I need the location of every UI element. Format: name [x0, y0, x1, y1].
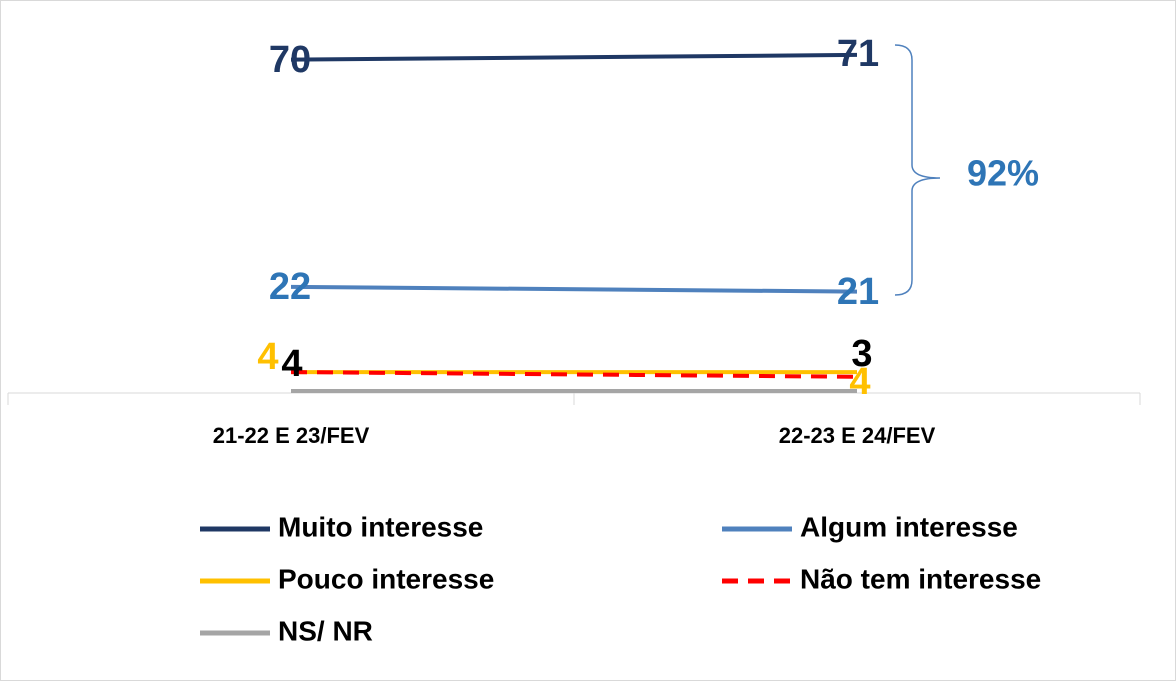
data-label: 4: [849, 361, 870, 403]
x-tick-label: 22-23 E 24/FEV: [779, 423, 936, 448]
series-line: [290, 52, 858, 62]
legend-label: Pouco interesse: [278, 563, 494, 594]
data-label: 3: [851, 333, 872, 375]
bracket: [894, 44, 941, 296]
data-label: 21: [837, 271, 879, 313]
legend-label: NS/ NR: [278, 615, 373, 646]
annotation: 92%: [967, 153, 1039, 194]
series-line: [290, 370, 858, 379]
series-line: [290, 284, 858, 294]
data-label: 71: [837, 33, 879, 75]
data-label: 4: [281, 343, 302, 385]
legend-label: Não tem interesse: [800, 563, 1041, 594]
data-label: 22: [269, 266, 311, 308]
data-label: 70: [269, 39, 311, 81]
legend-label: Algum interesse: [800, 511, 1018, 542]
x-tick-label: 21-22 E 23/FEV: [213, 423, 370, 448]
legend-label: Muito interesse: [278, 511, 483, 542]
data-label: 4: [257, 336, 278, 378]
